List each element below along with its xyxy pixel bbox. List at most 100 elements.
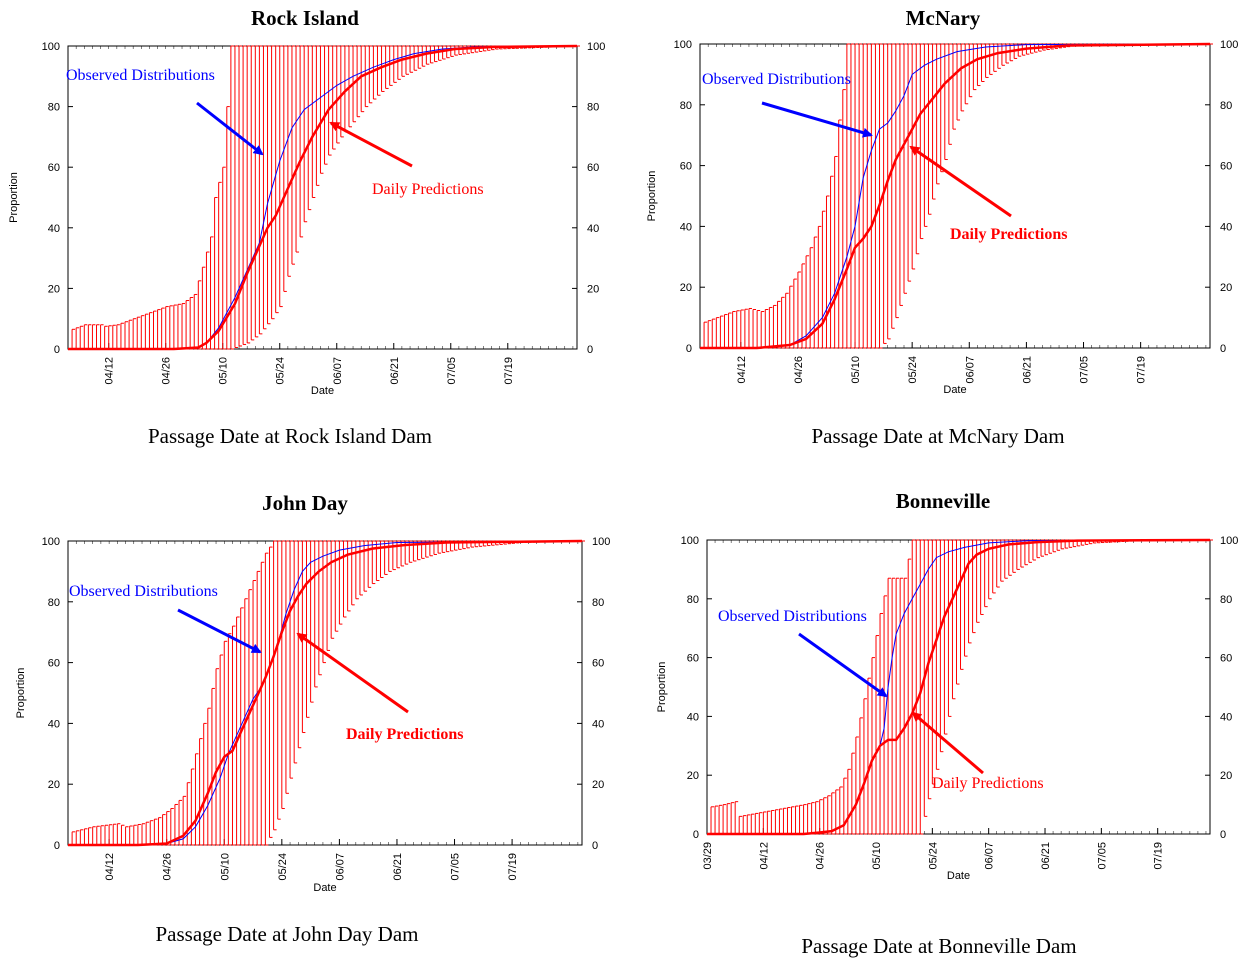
x-axis-label: Date	[311, 385, 334, 397]
chart-plot: 0 0 20 20 40 40 60 60 80 80 100 100 04/12 04/26 05/10 0…	[15, 536, 610, 894]
x-tick-label: 07/05	[450, 853, 462, 881]
y-tick-label-left: 20	[687, 770, 699, 782]
observed-arrow	[761, 101, 873, 138]
observed-distribution-line	[68, 45, 577, 350]
x-tick-label: 04/12	[104, 357, 116, 385]
x-tick-label: 07/05	[1079, 356, 1091, 384]
daily-predictions-annotation: Daily Predictions	[346, 726, 463, 743]
x-tick-label: 05/24	[277, 853, 289, 881]
y-tick-label-left: 80	[48, 102, 60, 114]
y-tick-label-right: 100	[587, 41, 605, 53]
x-tick-label: 04/12	[104, 853, 116, 881]
chart-panel-john-day: John Day 0 0 20 20 40 40 60 60 80 80 100 100 04/12 04…	[0, 485, 620, 961]
x-tick-label: 07/19	[503, 357, 515, 385]
y-tick-label-left: 40	[48, 223, 60, 235]
x-tick-label: 06/21	[1021, 356, 1033, 384]
x-tick-label: 07/05	[1096, 842, 1108, 870]
y-tick-label-right: 100	[1220, 535, 1238, 547]
y-tick-label-left: 60	[48, 658, 60, 670]
y-tick-label-right: 20	[1220, 282, 1232, 294]
y-tick-label-left: 100	[42, 41, 60, 53]
y-tick-label-left: 20	[680, 282, 692, 294]
y-tick-label-right: 0	[1220, 343, 1226, 355]
observed-distributions-annotation: Observed Distributions	[66, 67, 215, 84]
x-tick-label: 04/26	[793, 356, 805, 384]
y-tick-label-left: 60	[48, 162, 60, 174]
prediction-arrow	[296, 632, 409, 714]
daily-prediction-line	[700, 42, 1211, 350]
prediction-arrow	[909, 145, 1012, 218]
chart-plot: 0 0 20 20 40 40 60 60 80 80 100 100 04/12 04/26 05/10 0…	[8, 41, 605, 397]
y-tick-label-right: 80	[1220, 594, 1232, 606]
chart-title: Rock Island	[251, 6, 359, 30]
x-axis-label: Date	[943, 384, 966, 396]
x-axis-label: Date	[313, 882, 336, 894]
y-tick-label-right: 80	[592, 597, 604, 609]
observed-arrow	[798, 632, 888, 698]
x-tick-label: 06/07	[964, 356, 976, 384]
y-tick-label-left: 0	[54, 840, 60, 852]
observed-distributions-annotation: Observed Distributions	[69, 583, 218, 600]
chart-panel-mcnary: McNary 0 0 20 20 40 40 60 60 80 80 100 100 04/12 04/2…	[628, 0, 1248, 470]
daily-predictions-annotation: Daily Predictions	[372, 181, 484, 198]
y-axis-label: Proportion	[8, 172, 20, 223]
x-tick-label: 05/10	[850, 356, 862, 384]
y-tick-label-left: 20	[48, 283, 60, 295]
x-tick-label: 04/26	[161, 357, 173, 385]
x-tick-label: 07/19	[507, 853, 519, 881]
y-tick-label-right: 20	[1220, 770, 1232, 782]
x-tick-label: 04/26	[162, 853, 174, 881]
daily-prediction-line	[68, 44, 578, 351]
daily-prediction-line	[707, 538, 1211, 836]
y-tick-label-left: 60	[687, 653, 699, 665]
y-tick-label-left: 100	[681, 535, 699, 547]
observed-arrow	[177, 608, 262, 654]
y-tick-label-right: 60	[1220, 653, 1232, 665]
plot-frame	[699, 43, 1211, 349]
y-tick-label-right: 60	[592, 658, 604, 670]
y-tick-label-right: 60	[1220, 161, 1232, 173]
x-tick-label: 03/29	[702, 842, 714, 870]
y-tick-label-right: 80	[587, 102, 599, 114]
chart-title: Bonneville	[895, 489, 991, 513]
daily-prediction-line	[68, 539, 583, 847]
x-tick-label: 05/24	[275, 357, 287, 385]
chart-caption: Passage Date at Rock Island Dam	[147, 424, 432, 448]
observed-distributions-annotation: Observed Distributions	[702, 71, 851, 88]
x-tick-label: 06/21	[1040, 842, 1052, 870]
y-tick-label-right: 40	[1220, 711, 1232, 723]
y-tick-label-right: 20	[592, 779, 604, 791]
y-tick-label-left: 80	[680, 100, 692, 112]
y-tick-label-right: 80	[1220, 100, 1232, 112]
y-tick-label-right: 100	[1220, 39, 1238, 51]
prediction-arrow	[329, 121, 413, 168]
y-axis-label: Proportion	[646, 171, 658, 222]
y-tick-label-left: 100	[674, 39, 692, 51]
observed-distribution-line	[700, 43, 1211, 349]
y-axis-label: Proportion	[15, 668, 27, 719]
y-tick-label-right: 40	[587, 223, 599, 235]
observed-distributions-annotation: Observed Distributions	[718, 608, 867, 625]
x-tick-label: 06/21	[392, 853, 404, 881]
chart-caption: Passage Date at John Day Dam	[155, 922, 419, 946]
x-tick-label: 07/19	[1136, 356, 1148, 384]
y-tick-label-right: 0	[1220, 829, 1226, 841]
y-tick-label-left: 0	[693, 829, 699, 841]
chart-plot: 0 0 20 20 40 40 60 60 80 80 100 100 03/29 04/12 04/26 0…	[656, 535, 1238, 882]
y-tick-label-left: 0	[54, 344, 60, 356]
x-tick-label: 07/19	[1153, 842, 1165, 870]
x-tick-label: 05/24	[907, 356, 919, 384]
y-tick-label-left: 60	[680, 161, 692, 173]
prediction-arrow	[911, 711, 984, 775]
x-tick-label: 06/07	[332, 357, 344, 385]
chart-panel-bonneville: Bonneville 0 0 20 20 40 40 60 60 80 80 100 100 03/29…	[628, 485, 1248, 961]
daily-predictions-annotation: Daily Predictions	[950, 226, 1067, 243]
y-tick-label-right: 0	[592, 840, 598, 852]
x-tick-label: 05/10	[219, 853, 231, 881]
chart-caption: Passage Date at Bonneville Dam	[801, 934, 1077, 958]
chart-caption: Passage Date at McNary Dam	[811, 424, 1065, 448]
x-tick-label: 05/10	[871, 842, 883, 870]
chart-plot: 0 0 20 20 40 40 60 60 80 80 100 100 04/12 04/26 05/10 0…	[646, 39, 1238, 396]
y-tick-label-right: 100	[592, 536, 610, 548]
y-tick-label-right: 0	[587, 344, 593, 356]
